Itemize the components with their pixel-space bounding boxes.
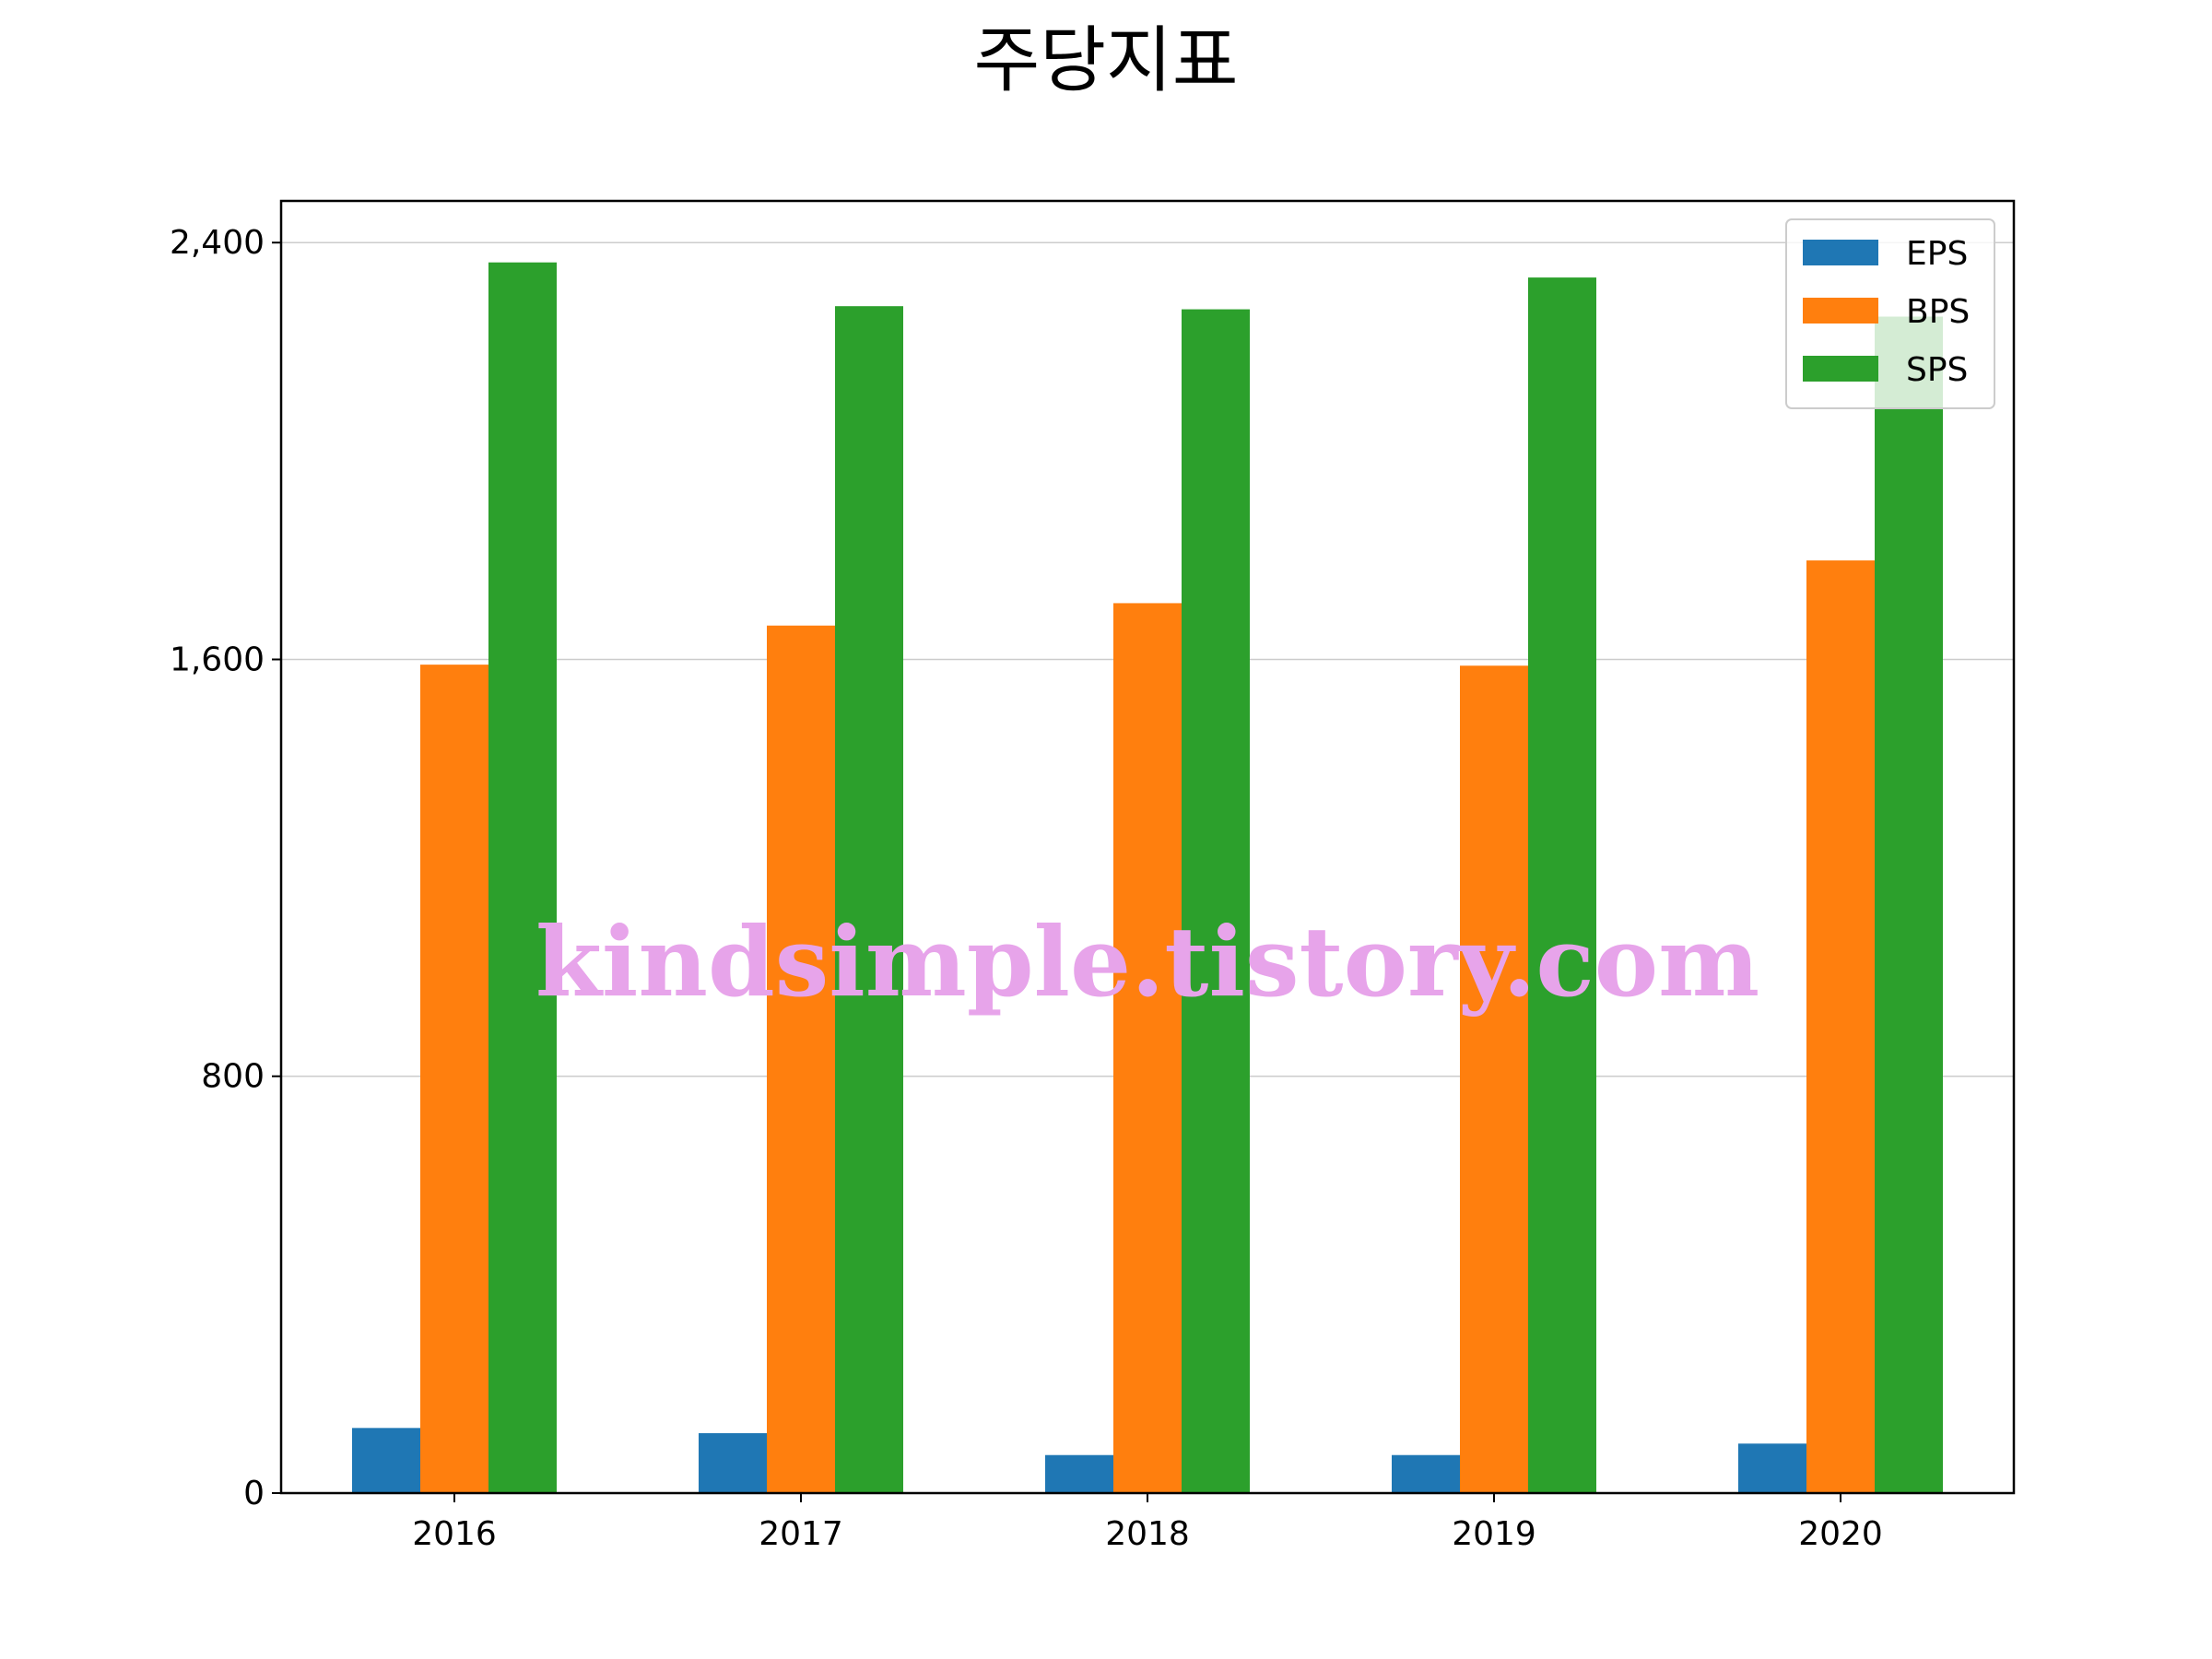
x-tick-label: 2016: [412, 1515, 497, 1553]
bar-bps-2018: [1113, 603, 1182, 1493]
bar-bps-2020: [1806, 560, 1875, 1493]
legend-label-eps: EPS: [1906, 235, 1968, 273]
x-tick-label: 2017: [759, 1515, 843, 1553]
bar-eps-2019: [1392, 1454, 1460, 1493]
bar-sps-2018: [1182, 309, 1250, 1493]
bar-bps-2019: [1460, 665, 1528, 1493]
bar-eps-2018: [1045, 1454, 1113, 1493]
legend-label-sps: SPS: [1906, 351, 1968, 389]
x-tick-label: 2018: [1105, 1515, 1190, 1553]
bars-group: [352, 262, 1943, 1494]
bar-sps-2016: [488, 262, 557, 1494]
bar-eps-2016: [352, 1428, 420, 1493]
legend-swatch-eps: [1803, 240, 1878, 265]
legend-swatch-sps: [1803, 356, 1878, 382]
tick-labels: 0 800 1,600 2,400 2016 2017 2018 2019 2020: [170, 224, 1883, 1553]
y-tick-label: 1,600: [170, 641, 265, 678]
y-tick-label: 2,400: [170, 224, 265, 262]
bar-sps-2019: [1528, 277, 1596, 1493]
y-tick-label: 0: [243, 1475, 265, 1512]
legend-label-bps: BPS: [1906, 293, 1970, 331]
bar-bps-2017: [767, 625, 835, 1493]
bar-eps-2020: [1738, 1443, 1806, 1493]
x-tick-label: 2020: [1798, 1515, 1883, 1553]
watermark-text: kindsimple.tistory.com: [535, 905, 1759, 1018]
bar-sps-2017: [835, 306, 903, 1493]
bar-sps-2020: [1875, 316, 1943, 1494]
legend-swatch-bps: [1803, 298, 1878, 324]
bar-eps-2017: [699, 1432, 767, 1493]
chart-title: 주당지표: [973, 19, 1238, 102]
x-tick-label: 2019: [1452, 1515, 1536, 1553]
bar-bps-2016: [420, 665, 488, 1493]
y-tick-label: 800: [201, 1058, 265, 1096]
legend: EPS BPS SPS: [1785, 218, 1995, 409]
